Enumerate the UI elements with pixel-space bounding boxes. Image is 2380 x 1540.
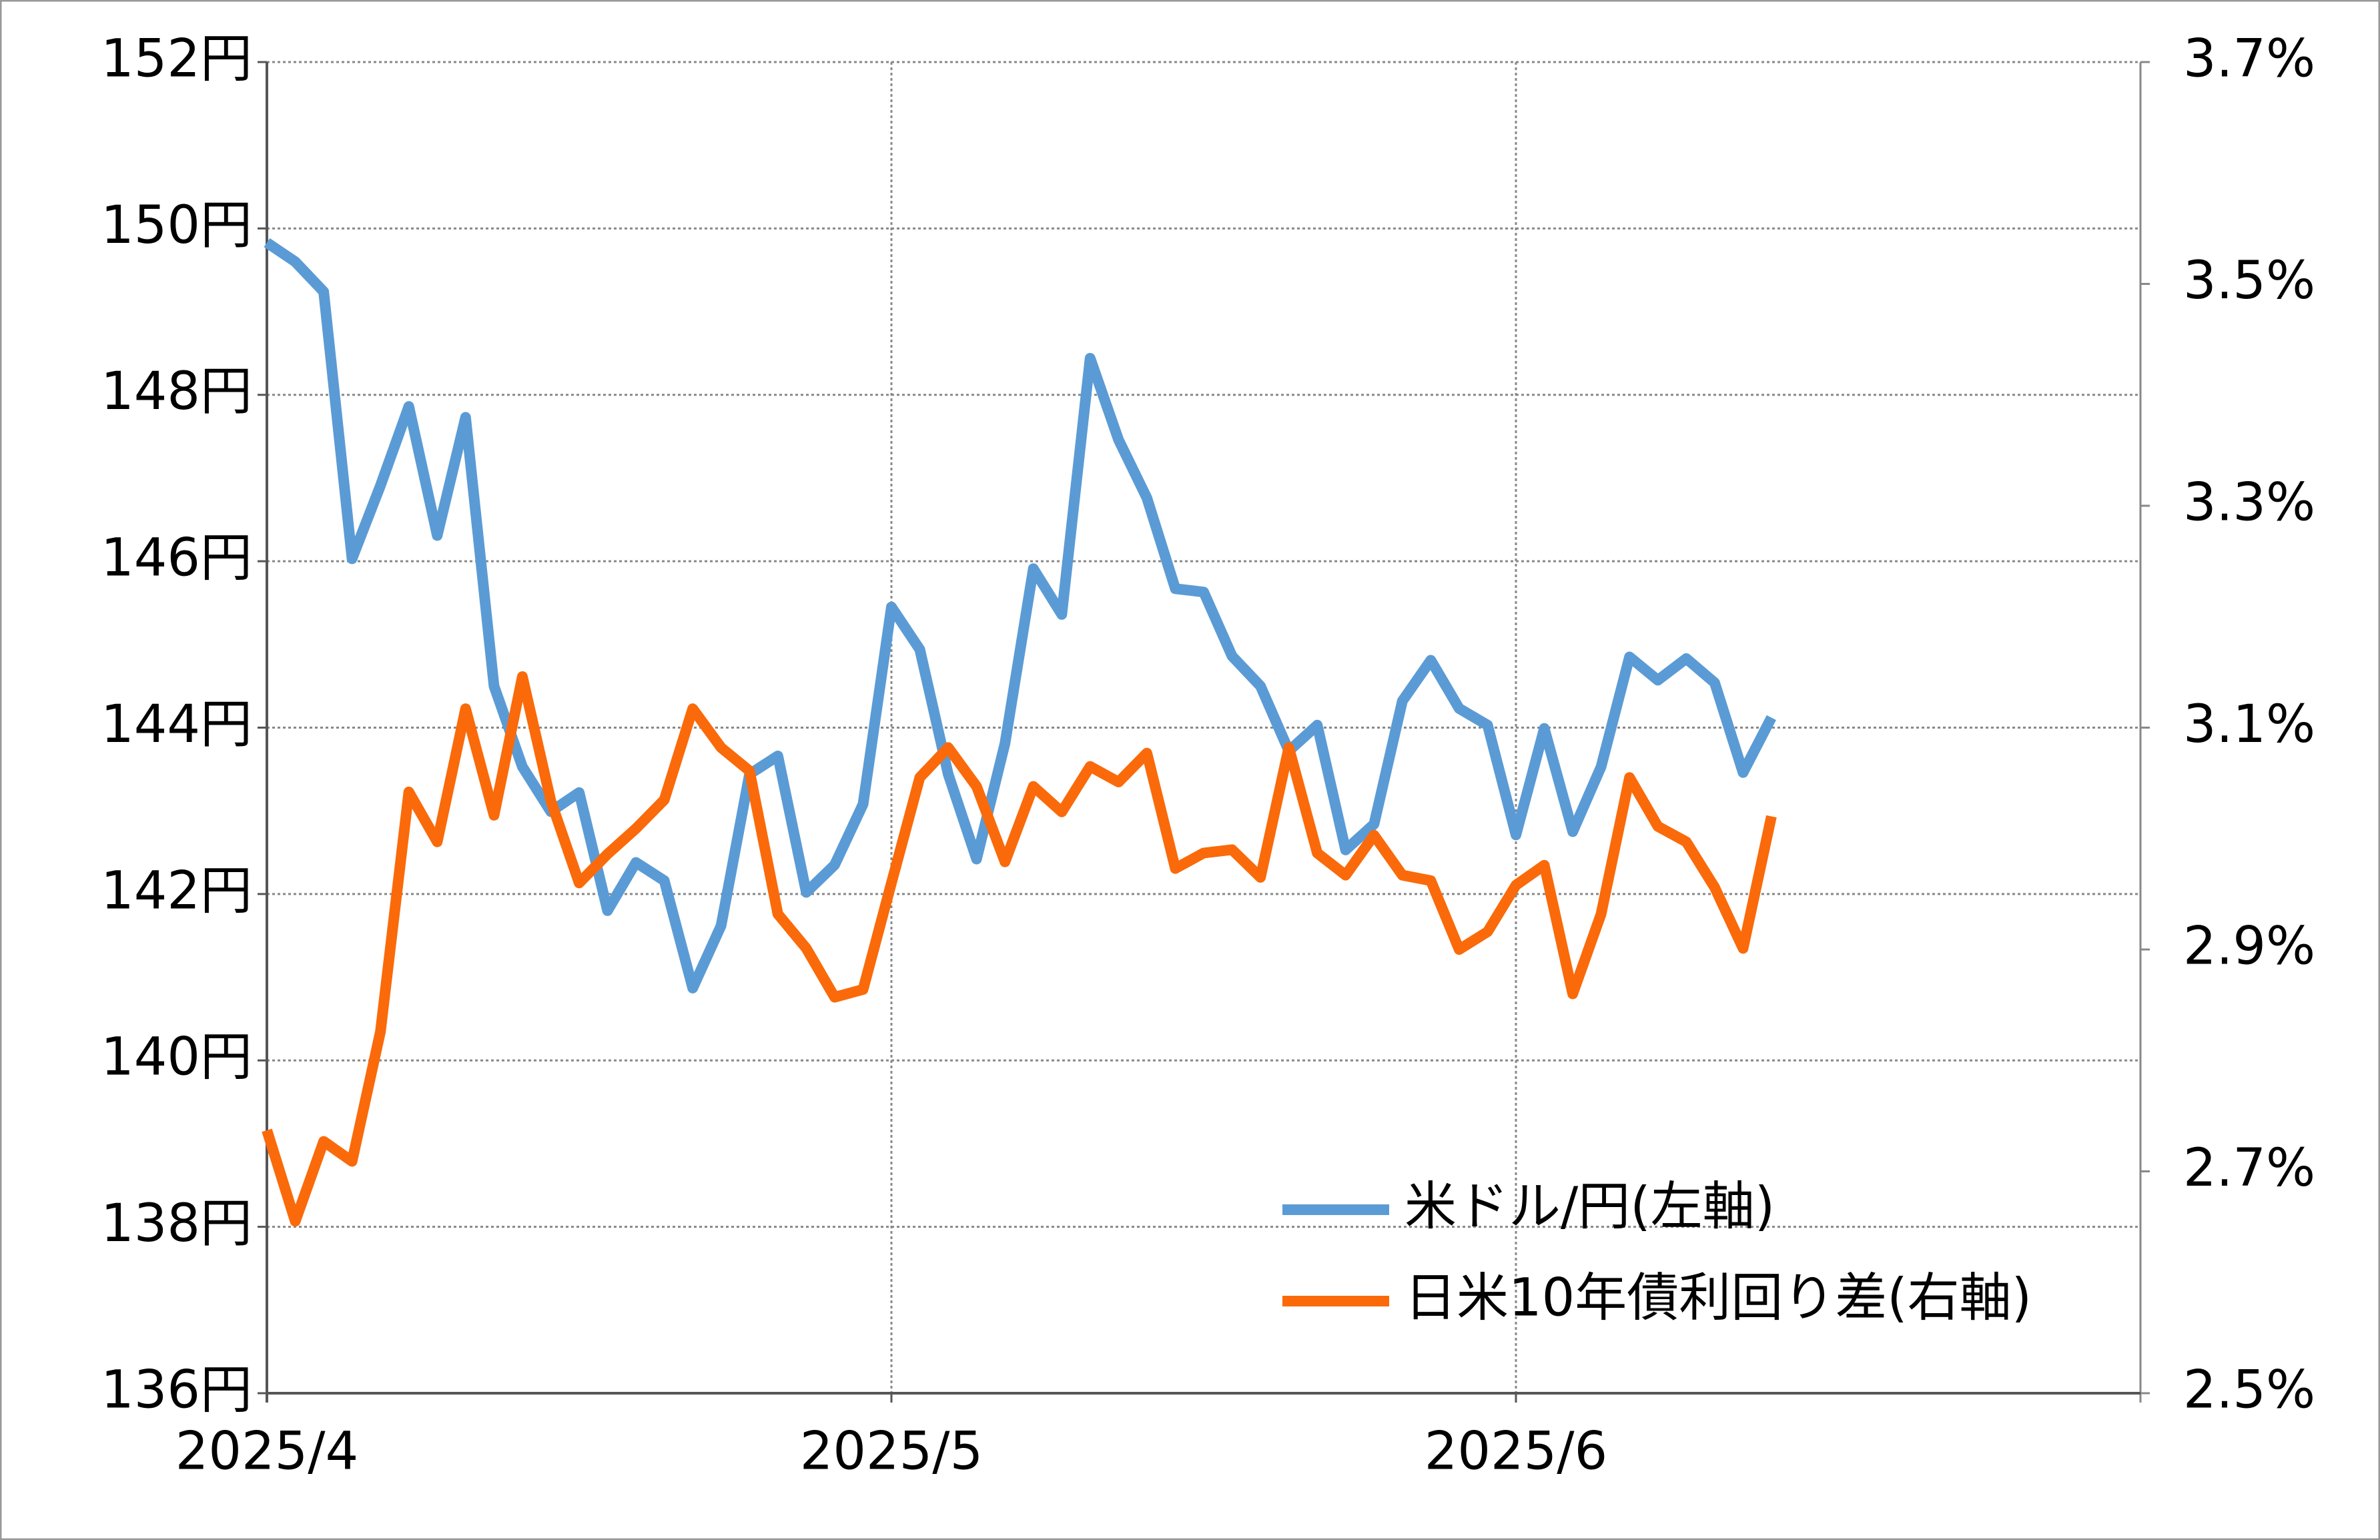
y-tick-label: 144円 <box>101 695 252 755</box>
y2-tick-label: 3.7% <box>2183 29 2315 89</box>
y2-tick-label: 3.5% <box>2183 251 2315 311</box>
legend-label: 米ドル/円(左軸) <box>1405 1176 1775 1236</box>
y-tick-label: 138円 <box>101 1194 252 1254</box>
y-tick-label: 150円 <box>101 196 252 256</box>
y-tick-label: 152円 <box>101 29 252 89</box>
x-tick-label: 2025/5 <box>800 1421 983 1481</box>
y-tick-label: 140円 <box>101 1028 252 1088</box>
y2-tick-label: 2.7% <box>2183 1138 2315 1198</box>
y2-tick-label: 2.9% <box>2183 916 2315 976</box>
legend-label: 日米10年債利回り差(右軸) <box>1405 1268 2032 1328</box>
y2-tick-label: 3.1% <box>2183 695 2315 755</box>
y2-tick-label: 3.3% <box>2183 472 2315 532</box>
series-line <box>264 238 1777 994</box>
x-tick-label: 2025/4 <box>175 1421 358 1481</box>
y-tick-label: 142円 <box>101 861 252 921</box>
y-tick-label: 148円 <box>101 362 252 422</box>
x-tick-label: 2025/6 <box>1425 1421 1607 1481</box>
series-line <box>262 671 1777 1227</box>
y-tick-label: 136円 <box>101 1360 252 1420</box>
y-tick-label: 146円 <box>101 528 252 589</box>
y2-tick-label: 2.5% <box>2183 1360 2315 1420</box>
